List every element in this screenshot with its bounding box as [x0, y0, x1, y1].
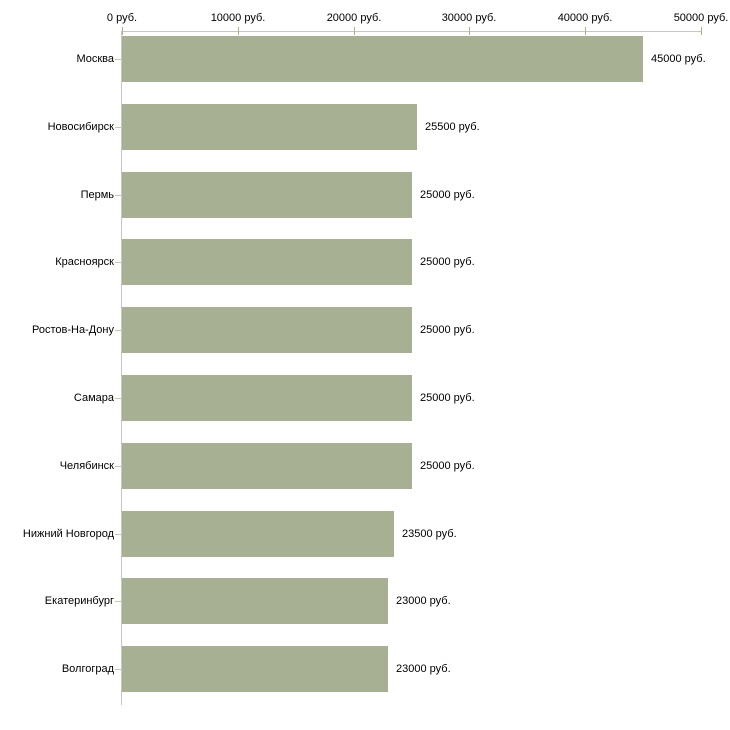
x-axis-tick-label: 10000 руб.	[210, 12, 266, 24]
category-label: Новосибирск	[47, 121, 114, 133]
category-tick	[115, 601, 121, 602]
category-tick	[115, 127, 121, 128]
y-axis-line	[121, 31, 122, 705]
category-label: Челябинск	[59, 460, 114, 472]
bar	[122, 172, 412, 218]
x-axis-tick-label: 0 руб.	[106, 12, 138, 24]
category-tick	[115, 466, 121, 467]
value-label: 23000 руб.	[396, 663, 451, 675]
bar	[122, 443, 412, 489]
value-label: 25500 руб.	[425, 121, 480, 133]
category-label: Красноярск	[55, 256, 114, 268]
category-label: Екатеринбург	[44, 595, 114, 607]
value-label: 23500 руб.	[402, 528, 457, 540]
category-label: Москва	[76, 53, 114, 65]
x-axis-tick-label: 30000 руб.	[441, 12, 497, 24]
category-tick	[115, 195, 121, 196]
bar	[122, 375, 412, 421]
x-axis-tick	[238, 27, 239, 35]
value-label: 25000 руб.	[420, 324, 475, 336]
x-axis-tick	[469, 27, 470, 35]
x-axis-tick-label: 20000 руб.	[326, 12, 382, 24]
value-label: 45000 руб.	[651, 53, 706, 65]
x-axis-line	[122, 31, 701, 32]
category-label: Самара	[73, 392, 114, 404]
value-label: 25000 руб.	[420, 256, 475, 268]
bar	[122, 511, 394, 557]
category-tick	[115, 262, 121, 263]
category-label: Волгоград	[61, 663, 114, 675]
value-label: 25000 руб.	[420, 189, 475, 201]
x-axis-tick	[585, 27, 586, 35]
bar	[122, 646, 388, 692]
x-axis-tick-label: 50000 руб.	[673, 12, 729, 24]
bar	[122, 104, 417, 150]
bar	[122, 239, 412, 285]
category-label: Ростов-На-Дону	[31, 324, 114, 336]
category-tick	[115, 534, 121, 535]
category-tick	[115, 669, 121, 670]
category-tick	[115, 59, 121, 60]
category-label: Нижний Новгород	[22, 528, 114, 540]
bar	[122, 307, 412, 353]
value-label: 23000 руб.	[396, 595, 451, 607]
bar	[122, 578, 388, 624]
x-axis-tick	[122, 27, 123, 35]
x-axis-tick	[701, 27, 702, 35]
x-axis-tick	[354, 27, 355, 35]
bar	[122, 36, 643, 82]
category-tick	[115, 398, 121, 399]
value-label: 25000 руб.	[420, 392, 475, 404]
category-tick	[115, 330, 121, 331]
category-label: Пермь	[80, 189, 114, 201]
value-label: 25000 руб.	[420, 460, 475, 472]
x-axis-tick-label: 40000 руб.	[557, 12, 613, 24]
